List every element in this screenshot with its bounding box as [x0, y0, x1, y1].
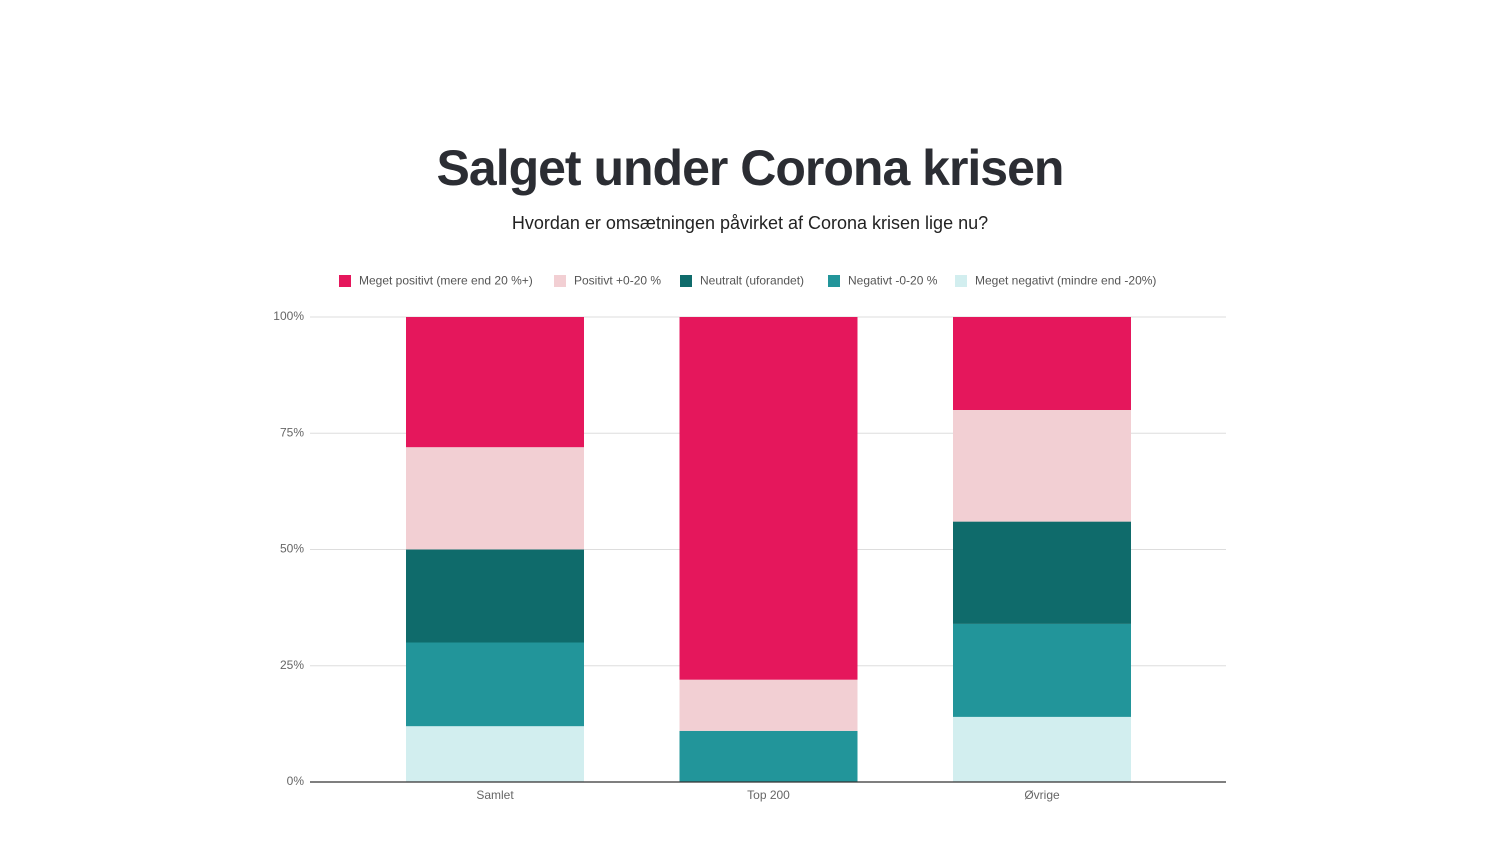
x-tick-label: Top 200 [747, 788, 790, 802]
bar-segment [953, 521, 1131, 624]
y-tick-label: 100% [273, 309, 304, 323]
y-tick-label: 50% [280, 542, 304, 556]
legend-swatch [828, 275, 840, 287]
legend-label: Meget positivt (mere end 20 %+) [359, 274, 533, 288]
bar-segment [679, 317, 858, 680]
bar-segment [406, 549, 584, 643]
bar-segment [406, 447, 584, 550]
chart-title: Salget under Corona krisen [437, 140, 1064, 196]
legend-label: Neutralt (uforandet) [700, 274, 804, 288]
legend-swatch [955, 275, 967, 287]
legend-label: Meget negativt (mindre end -20%) [975, 274, 1156, 288]
bar-segment [679, 679, 858, 731]
bar-segment [953, 623, 1131, 717]
bar-segment [953, 410, 1131, 522]
chart-subtitle: Hvordan er omsætningen påvirket af Coron… [512, 213, 988, 233]
bar-segment [679, 730, 858, 782]
bar-segment [406, 317, 584, 448]
y-tick-label: 75% [280, 425, 304, 439]
x-tick-label: Øvrige [1024, 788, 1060, 802]
legend-swatch [680, 275, 692, 287]
x-tick-label: Samlet [476, 788, 514, 802]
legend-swatch [339, 275, 351, 287]
legend-label: Positivt +0-20 % [574, 274, 661, 288]
bar-segment [953, 716, 1131, 782]
legend-swatch [554, 275, 566, 287]
bar-segment [406, 726, 584, 782]
y-tick-label: 0% [287, 774, 305, 788]
bar-segment [953, 317, 1131, 410]
bar-segment [406, 642, 584, 727]
y-tick-label: 25% [280, 658, 304, 672]
legend-label: Negativt -0-20 % [848, 274, 938, 288]
